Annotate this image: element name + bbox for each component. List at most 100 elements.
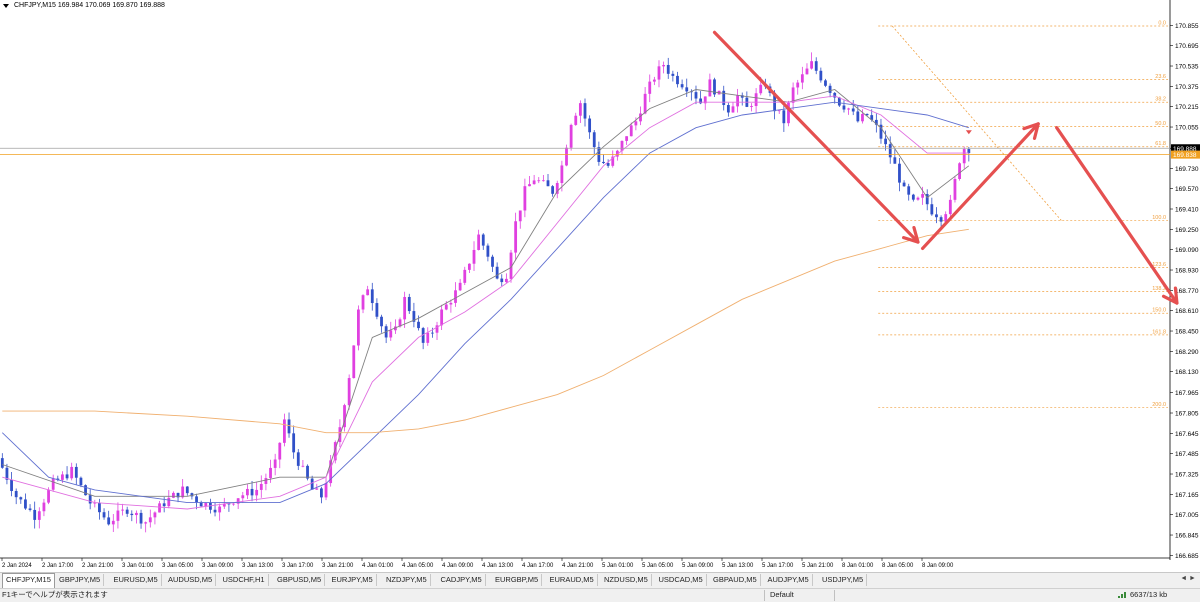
candle-body	[130, 513, 134, 516]
candle-body	[204, 502, 208, 507]
candle-body	[47, 489, 50, 503]
tab-usdjpy-m5[interactable]: USDJPY,M5	[819, 574, 868, 586]
tab-nzdjpy-m5[interactable]: NZDJPY,M5	[383, 574, 431, 586]
candle-body	[306, 465, 309, 479]
tab-eurgbp-m5[interactable]: EURGBP,M5	[492, 574, 543, 586]
tab-gbpaud-m5[interactable]: GBPAUD,M5	[710, 574, 761, 586]
candle-body	[810, 61, 814, 69]
tab-gbpusd-m5[interactable]: GBPUSD,M5	[274, 574, 326, 586]
candle-body	[865, 113, 869, 116]
candle-body	[158, 503, 161, 513]
candle-body	[329, 460, 333, 484]
price-tick-label: 170.695	[1175, 43, 1199, 50]
candle-body	[944, 214, 948, 222]
tab-chfjpy-m15[interactable]: CHFJPY,M15	[2, 573, 55, 588]
candle-body	[588, 118, 592, 133]
candle-body	[333, 442, 337, 461]
candle-body	[592, 132, 596, 148]
fibo-level-label: 38.2	[1155, 97, 1166, 103]
price-tick-label: 166.845	[1175, 533, 1199, 540]
candle-body	[93, 502, 97, 504]
tab-euraud-m5[interactable]: EURAUD,M5	[547, 574, 598, 586]
candle-body	[555, 183, 559, 194]
candle-body	[759, 84, 763, 94]
candle-body	[167, 497, 171, 507]
price-tick-label: 168.770	[1175, 288, 1199, 295]
candle-body	[153, 512, 157, 518]
candle-body	[870, 115, 874, 120]
candle-body	[583, 103, 587, 119]
time-tick-label: 3 Jan 09:00	[202, 563, 234, 569]
candle-body	[139, 512, 143, 524]
tab-scroll-arrows-icon[interactable]: ◄ ►	[1180, 575, 1196, 582]
current-price-label: 169.888	[1173, 146, 1197, 153]
tab-audusd-m5[interactable]: AUDUSD,M5	[165, 574, 217, 586]
candle-body	[893, 157, 897, 164]
tab-gbpjpy-m5[interactable]: GBPJPY,M5	[56, 574, 105, 586]
tab-usdchf-h1[interactable]: USDCHF,H1	[220, 574, 269, 586]
candle-body	[796, 82, 800, 88]
candle-body	[356, 309, 360, 346]
candle-body	[495, 266, 499, 279]
price-tick-label: 167.965	[1175, 390, 1199, 397]
candle-body	[269, 467, 272, 479]
dropdown-triangle-icon[interactable]	[3, 4, 9, 8]
price-chart[interactable]: 170.855 170.695 170.535 170.375 170.215 170.0…	[0, 0, 1200, 571]
candle-body	[777, 110, 781, 112]
candle-body	[907, 186, 911, 195]
status-profile[interactable]: Default	[770, 590, 794, 599]
tab-cadjpy-m5[interactable]: CADJPY,M5	[438, 574, 486, 586]
candle-body	[472, 249, 476, 264]
candle-body	[259, 483, 263, 490]
tab-audjpy-m5[interactable]: AUDJPY,M5	[765, 574, 813, 586]
candle-body	[898, 163, 901, 183]
candle-body	[430, 332, 434, 334]
price-tick-label: 168.610	[1175, 308, 1199, 315]
candle-body	[824, 80, 827, 86]
symbol-info: CHFJPY,M15 169.984 170.069 169.870 169.8…	[14, 2, 165, 9]
candle-body	[361, 295, 365, 310]
candle-body	[366, 289, 370, 296]
candle-body	[925, 194, 929, 205]
candle-body	[615, 150, 619, 157]
candle-body	[218, 506, 222, 513]
chart-tab-bar: CHFJPY,M15 GBPJPY,M5 EURUSD,M5 AUDUSD,M5 USD…	[0, 572, 1200, 588]
fibo-level-label: 150.0	[1152, 308, 1166, 314]
candle-body	[676, 75, 679, 85]
candle-body	[750, 106, 753, 107]
candle-body	[185, 486, 189, 494]
tab-usdcad-m5[interactable]: USDCAD,M5	[656, 574, 707, 586]
moving-average-ma_long	[2, 228, 969, 434]
candle-body	[699, 98, 703, 104]
candle-body	[172, 492, 175, 498]
candle-body	[911, 194, 915, 200]
candle-body	[24, 499, 27, 509]
candle-body	[532, 180, 536, 185]
candle-body	[144, 522, 148, 524]
candle-body	[296, 452, 300, 466]
status-bar: F1キーでヘルプが表示されます Default 6637/13 kb	[0, 588, 1200, 602]
candle-body	[791, 87, 795, 103]
tab-eurusd-m5[interactable]: EURUSD,M5	[111, 574, 162, 586]
time-tick-label: 8 Jan 01:00	[842, 563, 874, 569]
fibo-level-label: 23.6	[1155, 74, 1166, 80]
tab-eurjpy-m5[interactable]: EURJPY,M5	[329, 574, 377, 586]
candle-body	[754, 93, 758, 107]
time-tick-label: 4 Jan 21:00	[562, 563, 594, 569]
chart-area[interactable]: 170.855 170.695 170.535 170.375 170.215 170.0…	[0, 0, 1200, 571]
price-tick-label: 169.250	[1175, 227, 1199, 234]
candle-body	[625, 136, 629, 141]
time-tick-label: 5 Jan 05:00	[642, 563, 674, 569]
candle-body	[88, 495, 92, 504]
candle-body	[421, 328, 425, 343]
candle-body	[833, 92, 837, 98]
time-tick-label: 4 Jan 17:00	[522, 563, 554, 569]
price-tick-label: 169.730	[1175, 166, 1199, 173]
moving-average-ma_fast	[2, 89, 970, 497]
ask-price-badge	[1171, 150, 1200, 159]
tab-nzdusd-m5[interactable]: NZDUSD,M5	[601, 574, 652, 586]
candle-body	[315, 488, 319, 490]
candle-body	[643, 93, 647, 114]
candle-body	[42, 502, 46, 512]
price-tick-label: 166.685	[1175, 553, 1199, 560]
